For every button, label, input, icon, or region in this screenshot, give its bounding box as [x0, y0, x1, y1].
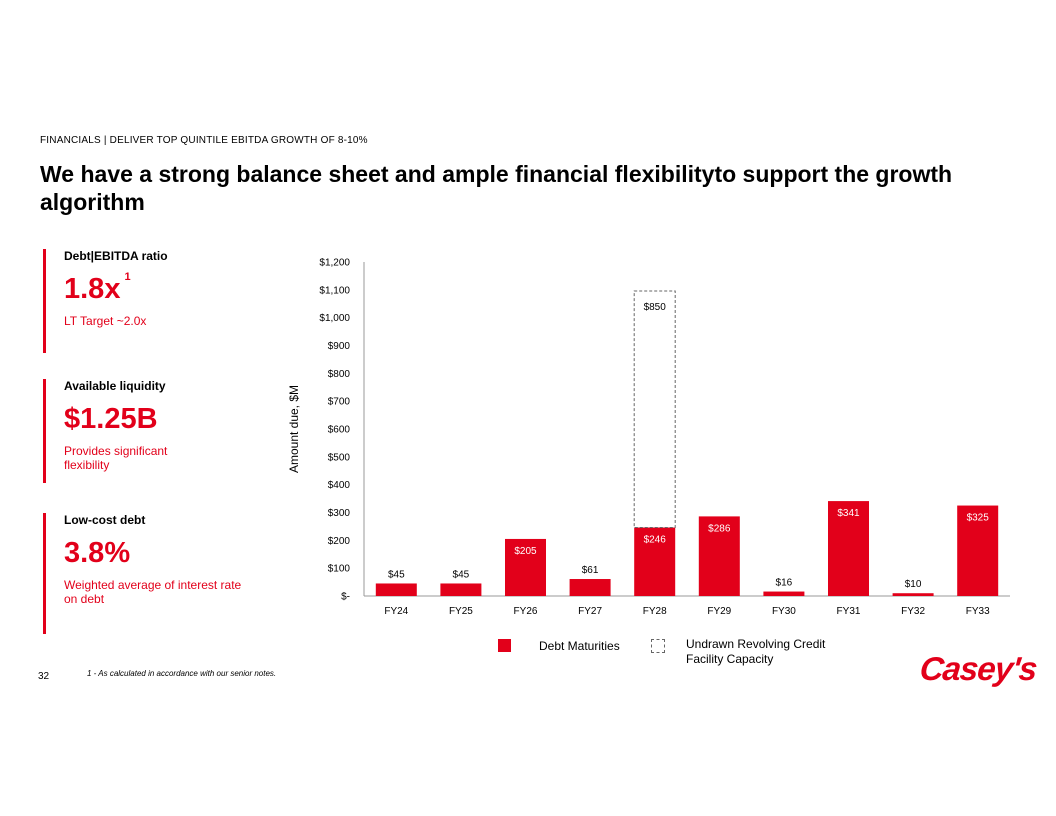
debt-maturity-chart: $- $100 $200 $300 $400 $500 $600 $700 $800 $900 $1…	[287, 258, 1010, 617]
y-tick-label: $900	[328, 341, 351, 352]
kpi-low-cost-debt: Low-cost debt 3.8% Weighted average of i…	[43, 513, 244, 634]
x-tick-label: FY29	[707, 606, 731, 617]
data-label-debt-maturity: $16	[776, 578, 793, 589]
kpi-available-liquidity: Available liquidity $1.25B Provides sign…	[43, 379, 194, 483]
y-tick-label: $-	[341, 592, 350, 603]
x-tick-label: FY32	[901, 606, 925, 617]
legend-swatch-undrawn-revolver	[651, 639, 665, 653]
x-tick-label: FY26	[514, 606, 538, 617]
y-tick-label: $400	[328, 480, 351, 491]
bar-debt-maturity	[763, 591, 805, 596]
x-tick-label: FY30	[772, 606, 796, 617]
data-label-debt-maturity: $325	[967, 513, 990, 524]
kpi-subtext: Provides significant flexibility	[64, 444, 168, 472]
bar-debt-maturity	[375, 583, 417, 596]
bar-undrawn-revolver	[633, 290, 676, 529]
caseys-logo: Casey's	[918, 650, 1039, 687]
y-tick-label: $200	[328, 536, 351, 547]
y-tick-label: $800	[328, 369, 351, 380]
data-label-debt-maturity: $61	[582, 565, 599, 576]
bar-debt-maturity	[634, 527, 676, 596]
kpi-label: Debt|EBITDA ratio	[64, 249, 168, 263]
bar-debt-maturity	[505, 538, 546, 596]
y-axis-label: Amount due, $M	[287, 385, 301, 473]
kpi-value: 1.8x 1	[64, 271, 131, 305]
y-tick-label: $1,000	[319, 313, 350, 324]
data-label-debt-maturity: $45	[453, 569, 470, 580]
y-tick-label: $700	[328, 397, 351, 408]
kpi-value: 3.8%	[64, 537, 131, 569]
kpi-label: Low-cost debt	[64, 513, 146, 527]
bar-debt-maturity	[698, 516, 740, 596]
bar-debt-maturity	[828, 501, 869, 596]
y-tick-label: $300	[328, 508, 351, 519]
legend-swatch-debt-maturities	[498, 639, 511, 652]
kpi-subtext: LT Target ~2.0x	[64, 314, 147, 328]
data-label-debt-maturity: $246	[644, 535, 667, 546]
y-tick-label: $500	[328, 452, 351, 463]
kpi-debt-ebitda: Debt|EBITDA ratio 1.8x 1 LT Target ~2.0x	[43, 249, 168, 353]
data-label-debt-maturity: $10	[905, 579, 922, 590]
x-tick-label: FY31	[837, 606, 861, 617]
data-label-debt-maturity: $205	[514, 546, 537, 557]
data-label-debt-maturity: $341	[837, 508, 860, 519]
y-tick-label: $600	[328, 425, 351, 436]
x-tick-label: FY33	[966, 606, 990, 617]
legend-label-debt-maturities: Debt Maturities	[539, 639, 620, 653]
data-label-debt-maturity: $286	[708, 523, 731, 534]
footnote-marker: 1	[124, 271, 131, 283]
bar-debt-maturity	[569, 579, 611, 596]
page-title: We have a strong balance sheet and ample…	[40, 161, 953, 215]
x-tick-label: FY25	[449, 606, 473, 617]
x-tick-label: FY24	[384, 606, 408, 617]
kpi-value: $1.25B	[64, 403, 158, 435]
y-tick-label: $1,200	[319, 258, 350, 269]
data-label-debt-maturity: $45	[388, 569, 405, 580]
data-label-undrawn-revolver: $850	[644, 302, 667, 313]
footnote: 1 - As calculated in accordance with our…	[87, 669, 277, 678]
y-tick-label: $1,100	[319, 285, 350, 296]
x-tick-label: FY28	[643, 606, 667, 617]
bar-debt-maturity	[892, 593, 934, 596]
bar-debt-maturity	[440, 583, 482, 596]
section-eyebrow: FINANCIALS | DELIVER TOP QUINTILE EBITDA…	[40, 135, 368, 146]
legend-label-undrawn-revolver: Undrawn Revolving Credit Facility Capaci…	[686, 637, 826, 666]
page-number: 32	[38, 671, 50, 682]
kpi-label: Available liquidity	[64, 379, 166, 393]
kpi-subtext: Weighted average of interest rate on deb…	[64, 578, 242, 606]
y-tick-label: $100	[328, 564, 351, 575]
bar-debt-maturity	[957, 505, 999, 596]
x-tick-label: FY27	[578, 606, 602, 617]
